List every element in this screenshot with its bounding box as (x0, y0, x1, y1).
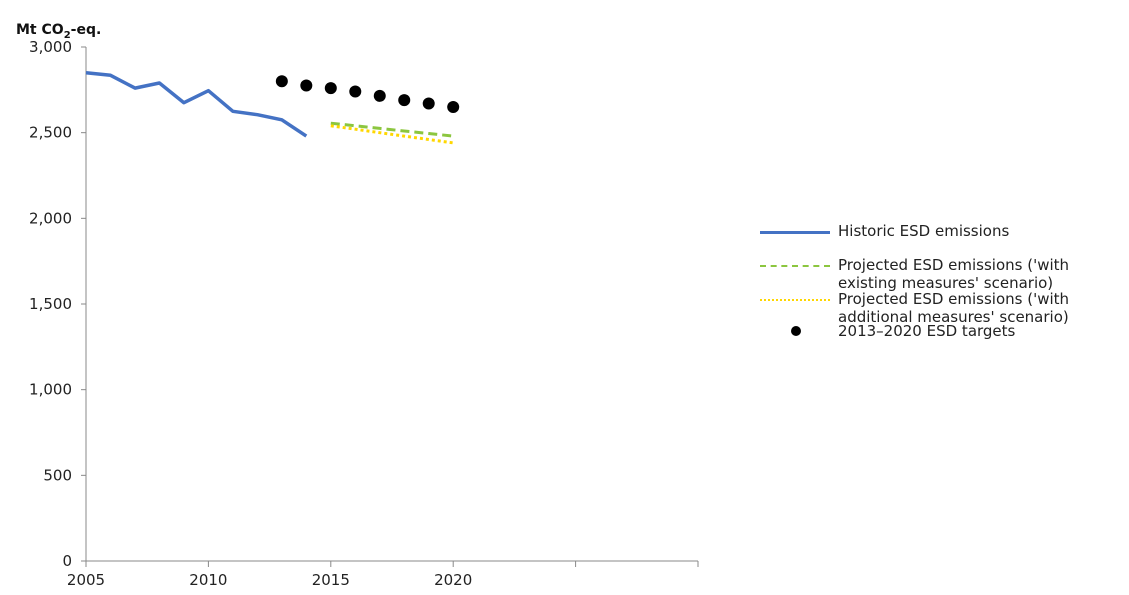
target-marker (422, 97, 435, 110)
series-layer (85, 70, 460, 145)
series-line-0 (85, 70, 308, 138)
target-marker (275, 75, 288, 88)
target-marker (324, 82, 337, 95)
y-axis-label: Mt CO2-eq. (16, 22, 101, 41)
x-tick-label: 2015 (312, 571, 350, 589)
y-tick-label: 0 (62, 552, 72, 570)
legend: Historic ESD emissions Projected ESD emi… (760, 222, 1129, 340)
legend-label-wem-line1: Projected ESD emissions ('with (838, 256, 1070, 274)
legend-item-wam: Projected ESD emissions ('with additiona… (760, 290, 1129, 326)
legend-swatch-wam (760, 299, 830, 301)
legend-item-targets: 2013–2020 ESD targets (760, 322, 1129, 340)
target-marker (373, 89, 386, 102)
y-tick-label: 2,000 (29, 209, 72, 227)
series-line-1 (330, 121, 454, 138)
legend-label-wam-line1: Projected ESD emissions ('with (838, 290, 1070, 308)
series-line-2 (330, 124, 454, 145)
target-marker (349, 85, 362, 98)
target-marker (300, 79, 313, 92)
target-marker (398, 94, 411, 107)
legend-swatch-historic (760, 231, 830, 234)
x-tick-label: 2010 (189, 571, 227, 589)
target-marker (447, 100, 460, 113)
y-tick-label: 2,500 (29, 124, 72, 142)
legend-label-historic: Historic ESD emissions (838, 222, 1010, 240)
legend-swatch-wem (760, 265, 830, 267)
x-tick-label: 2005 (67, 571, 105, 589)
legend-label-wem-line2: existing measures' scenario) (838, 274, 1054, 292)
legend-marker-targets (791, 326, 801, 336)
x-tick-label: 2020 (434, 571, 472, 589)
legend-label-targets: 2013–2020 ESD targets (838, 322, 1016, 340)
y-tick-label: 3,000 (29, 38, 72, 56)
legend-item-wem: Projected ESD emissions ('with existing … (760, 256, 1129, 292)
y-tick-label: 1,000 (29, 381, 72, 399)
legend-label-wam-line2: additional measures' scenario) (838, 308, 1069, 326)
legend-item-historic: Historic ESD emissions (760, 222, 1129, 240)
y-tick-label: 500 (43, 466, 72, 484)
axes: 0 500 1,000 1,500 2,000 2,500 3,000 2005 2010 201… (29, 38, 699, 589)
y-tick-label: 1,500 (29, 295, 72, 313)
